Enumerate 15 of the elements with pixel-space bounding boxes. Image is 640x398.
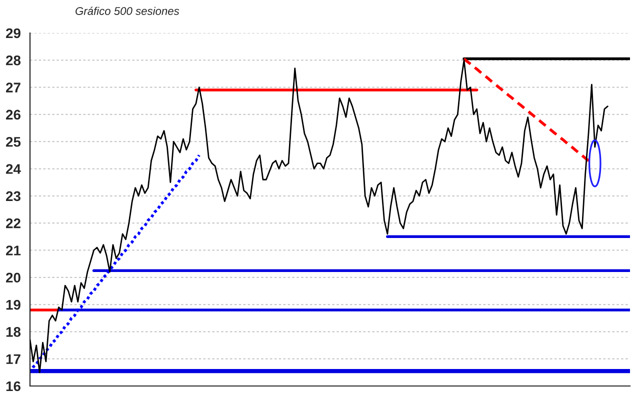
y-tick-label: 28: [6, 55, 21, 66]
y-tick-label: 25: [6, 136, 21, 147]
chart-title: Gráfico 500 sesiones: [76, 6, 180, 15]
y-tick-label: 18: [6, 327, 21, 337]
y-tick-label: 23: [6, 191, 20, 202]
y-tick-label: 21: [6, 246, 21, 256]
y-tick-label: 29: [6, 28, 20, 38]
y-tick-label: 27: [6, 82, 20, 92]
y-tick-label: 20: [6, 272, 20, 283]
y-tick-label: 19: [6, 300, 20, 310]
y-tick-label: 22: [6, 218, 20, 228]
y-tick-label: 17: [6, 354, 20, 364]
y-tick-label: 24: [6, 164, 21, 174]
y-tick-label: 16: [6, 381, 20, 392]
y-tick-label: 26: [6, 110, 20, 120]
